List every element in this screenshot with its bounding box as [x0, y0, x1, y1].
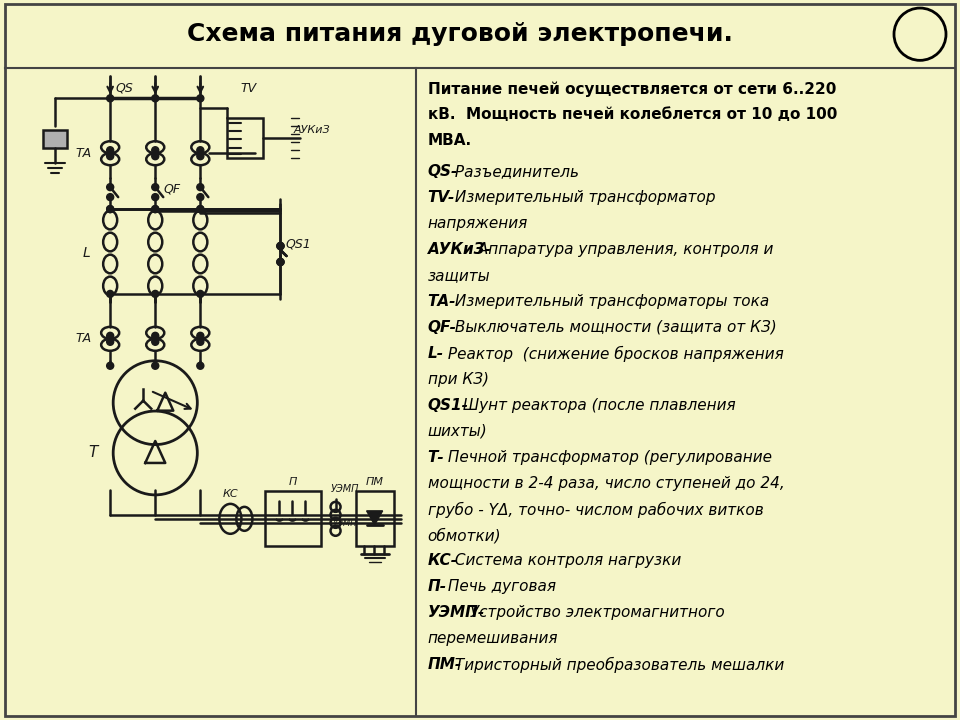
Circle shape [107, 333, 113, 339]
Circle shape [276, 258, 284, 266]
Text: кВ.  Мощность печей колеблется от 10 до 100: кВ. Мощность печей колеблется от 10 до 1… [427, 107, 837, 122]
Circle shape [152, 206, 158, 212]
Text: Реактор  (снижение бросков напряжения: Реактор (снижение бросков напряжения [443, 346, 783, 362]
Circle shape [197, 147, 204, 153]
Circle shape [107, 362, 113, 369]
Circle shape [152, 184, 158, 191]
Text: КС: КС [223, 489, 238, 499]
Circle shape [197, 338, 204, 346]
Text: напряжения: напряжения [427, 216, 528, 231]
FancyBboxPatch shape [355, 491, 394, 546]
Text: при КЗ): при КЗ) [427, 372, 489, 387]
Circle shape [276, 243, 284, 250]
Text: ПМ-: ПМ- [427, 657, 462, 672]
Circle shape [276, 258, 284, 266]
Text: QF: QF [163, 183, 180, 196]
Circle shape [107, 184, 113, 191]
Circle shape [152, 333, 158, 339]
Text: ТА: ТА [75, 147, 91, 160]
Text: МВА.: МВА. [427, 133, 471, 148]
Text: TV: TV [240, 82, 256, 95]
Circle shape [152, 147, 158, 153]
Circle shape [107, 206, 113, 212]
Text: перемешивания: перемешивания [427, 631, 558, 646]
FancyBboxPatch shape [228, 118, 263, 158]
Text: П-: П- [427, 580, 446, 594]
Circle shape [197, 206, 204, 212]
Circle shape [152, 194, 158, 201]
Text: L: L [83, 246, 90, 260]
Circle shape [107, 206, 113, 212]
Text: УЭМП: УЭМП [330, 484, 359, 494]
Circle shape [197, 206, 204, 212]
Circle shape [107, 95, 113, 102]
Text: Т: Т [88, 446, 98, 461]
Circle shape [152, 153, 158, 160]
Circle shape [197, 362, 204, 369]
Polygon shape [367, 511, 383, 525]
Text: Печь дуговая: Печь дуговая [443, 580, 556, 594]
FancyBboxPatch shape [43, 130, 67, 148]
Circle shape [152, 290, 158, 297]
Circle shape [152, 338, 158, 346]
Text: мощности в 2-4 раза, число ступеней до 24,: мощности в 2-4 раза, число ступеней до 2… [427, 475, 784, 490]
Text: УЭМП: УЭМП [332, 519, 357, 528]
Text: Т-: Т- [427, 449, 444, 464]
Circle shape [107, 194, 113, 201]
Text: шихты): шихты) [427, 423, 488, 438]
Text: П: П [288, 477, 297, 487]
Text: АУКиЗ: АУКиЗ [294, 125, 330, 135]
Text: QS: QS [115, 82, 132, 95]
Text: Тиристорный преобразователь мешалки: Тиристорный преобразователь мешалки [450, 657, 784, 673]
FancyBboxPatch shape [265, 491, 321, 546]
Text: QS-: QS- [427, 164, 458, 179]
Text: Питание печей осуществляется от сети 6..220: Питание печей осуществляется от сети 6..… [427, 81, 836, 97]
Circle shape [152, 206, 158, 212]
Circle shape [197, 194, 204, 201]
Text: УЭМП-: УЭМП- [427, 606, 485, 620]
Text: ТА: ТА [75, 333, 91, 346]
Text: Устройство электромагнитного: Устройство электромагнитного [465, 606, 725, 620]
Text: TV-: TV- [427, 190, 455, 205]
Circle shape [107, 153, 113, 160]
Circle shape [197, 290, 204, 297]
Text: обмотки): обмотки) [427, 528, 501, 543]
Text: QF-: QF- [427, 320, 457, 335]
Text: Аппаратура управления, контроля и: Аппаратура управления, контроля и [472, 242, 773, 257]
Text: защиты: защиты [427, 268, 491, 283]
Circle shape [197, 184, 204, 191]
Circle shape [276, 258, 284, 266]
Text: Система контроля нагрузки: Система контроля нагрузки [450, 554, 682, 568]
Circle shape [197, 153, 204, 160]
Text: Измерительный трансформаторы тока: Измерительный трансформаторы тока [450, 294, 769, 309]
Text: ТА-: ТА- [427, 294, 456, 309]
Text: Выключатель мощности (защита от КЗ): Выключатель мощности (защита от КЗ) [450, 320, 777, 335]
Text: КС-: КС- [427, 554, 458, 568]
Circle shape [197, 333, 204, 339]
Text: Измерительный трансформатор: Измерительный трансформатор [450, 190, 715, 205]
Text: QS1: QS1 [285, 238, 311, 251]
Text: Разъединитель: Разъединитель [450, 164, 579, 179]
Text: АУКиЗ-: АУКиЗ- [427, 242, 492, 257]
Circle shape [107, 290, 113, 297]
Text: Печной трансформатор (регулирование: Печной трансформатор (регулирование [443, 449, 772, 464]
Text: Шунт реактора (после плавления: Шунт реактора (после плавления [458, 397, 735, 413]
Circle shape [276, 243, 284, 250]
Circle shape [276, 243, 284, 250]
Text: грубо - YΔ, точно- числом рабочих витков: грубо - YΔ, точно- числом рабочих витков [427, 501, 763, 518]
Text: L-: L- [427, 346, 444, 361]
Circle shape [197, 95, 204, 102]
Circle shape [107, 147, 113, 153]
Circle shape [152, 362, 158, 369]
Circle shape [152, 95, 158, 102]
Circle shape [107, 338, 113, 346]
Text: Схема питания дуговой электропечи.: Схема питания дуговой электропечи. [187, 22, 732, 46]
Text: ПМ: ПМ [366, 477, 384, 487]
Text: QS1-: QS1- [427, 397, 468, 413]
